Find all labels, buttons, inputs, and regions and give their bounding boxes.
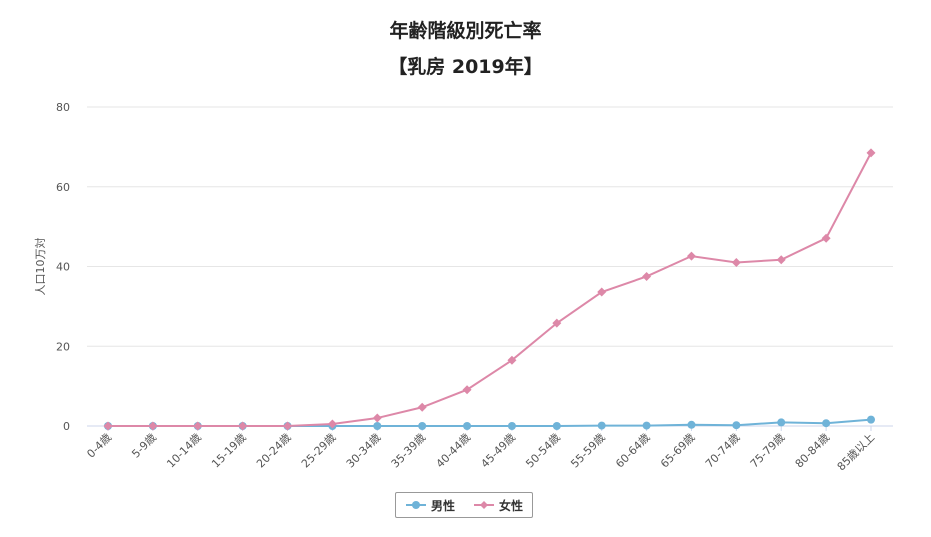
data-point bbox=[238, 421, 248, 431]
x-tick-label: 65-69歳 bbox=[658, 431, 698, 471]
x-tick-label: 45-49歳 bbox=[478, 431, 518, 471]
legend[interactable]: 男性 女性 bbox=[395, 492, 533, 518]
series-line-1 bbox=[108, 152, 872, 427]
x-tick-label: 60-64歳 bbox=[613, 431, 653, 471]
data-point bbox=[866, 148, 876, 158]
y-tick-label: 40 bbox=[56, 261, 70, 274]
data-point bbox=[417, 402, 427, 412]
plot-area: 0 20 40 60 80 人口10万対 0-4歳 5-9歳 10-14歳 15-19歳 20-24… bbox=[33, 101, 893, 473]
data-point bbox=[777, 418, 786, 427]
y-tick-label: 20 bbox=[56, 340, 70, 353]
legend-item-female[interactable]: 女性 bbox=[473, 497, 523, 514]
x-tick-label: 50-54歳 bbox=[523, 431, 563, 471]
data-point bbox=[821, 233, 831, 243]
data-point bbox=[327, 419, 337, 429]
legend-item-male[interactable]: 男性 bbox=[405, 497, 455, 514]
data-point bbox=[462, 385, 472, 395]
x-tick-label: 25-29歳 bbox=[299, 431, 339, 471]
legend-label-male: 男性 bbox=[430, 498, 455, 513]
y-tick-label: 80 bbox=[56, 101, 70, 114]
data-point bbox=[148, 421, 158, 431]
x-tick-label: 40-44歳 bbox=[434, 431, 474, 471]
x-tick-label: 85歳以上 bbox=[835, 431, 877, 473]
x-tick-label: 80-84歳 bbox=[793, 431, 833, 471]
data-point bbox=[507, 355, 517, 365]
data-point bbox=[372, 413, 382, 423]
x-tick-label: 15-19歳 bbox=[209, 431, 249, 471]
data-point bbox=[103, 421, 113, 431]
legend-label-female: 女性 bbox=[498, 498, 523, 513]
data-point bbox=[597, 287, 607, 297]
data-point bbox=[507, 422, 516, 430]
data-point bbox=[867, 415, 875, 424]
data-point bbox=[822, 419, 831, 428]
data-point bbox=[687, 420, 696, 429]
chart-subtitle: 【乳房 2019年】 bbox=[388, 56, 543, 78]
y-tick-label: 60 bbox=[56, 181, 70, 194]
data-point bbox=[283, 421, 293, 431]
data-point bbox=[552, 422, 561, 430]
y-axis-title: 人口10万対 bbox=[33, 238, 47, 296]
legend-marker-male-icon bbox=[405, 501, 426, 509]
data-point bbox=[463, 422, 472, 430]
data-point bbox=[193, 421, 203, 431]
x-tick-label: 70-74歳 bbox=[703, 431, 743, 471]
x-tick-label: 5-9歳 bbox=[129, 431, 159, 461]
data-point bbox=[552, 318, 562, 328]
data-point bbox=[373, 422, 382, 430]
data-point bbox=[642, 271, 652, 281]
legend-marker-female-icon bbox=[473, 501, 494, 509]
data-point bbox=[642, 421, 651, 430]
x-tick-label: 35-39歳 bbox=[389, 431, 429, 471]
x-tick-label: 20-24歳 bbox=[254, 431, 294, 471]
data-point bbox=[732, 421, 741, 430]
data-point bbox=[686, 251, 696, 261]
x-tick-label: 0-4歳 bbox=[84, 431, 114, 461]
data-point bbox=[776, 255, 786, 265]
data-point bbox=[418, 422, 427, 430]
x-tick-label: 55-59歳 bbox=[568, 431, 608, 471]
data-point bbox=[597, 421, 606, 430]
y-tick-label: 0 bbox=[63, 420, 70, 433]
data-point bbox=[731, 258, 741, 268]
x-tick-label: 75-79歳 bbox=[748, 431, 788, 471]
x-tick-label: 30-34歳 bbox=[344, 431, 384, 471]
x-tick-label: 10-14歳 bbox=[164, 431, 204, 471]
chart-title: 年齢階級別死亡率 bbox=[389, 20, 542, 42]
